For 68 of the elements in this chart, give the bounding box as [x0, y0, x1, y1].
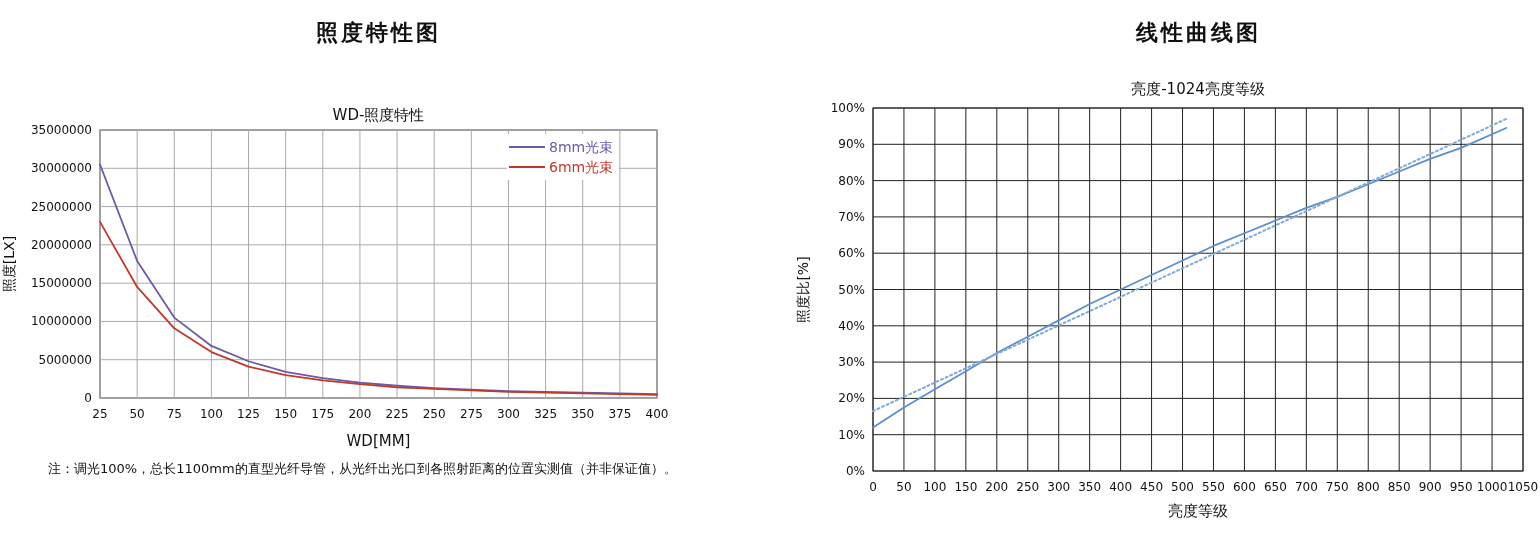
x-tick-label: 150	[274, 407, 298, 421]
y-tick-label: 25000000	[30, 199, 92, 214]
y-tick-label: 20000000	[30, 237, 92, 252]
x-tick-label: 200	[348, 407, 372, 421]
y-tick-label: 35000000	[30, 123, 92, 137]
x-tick-label: 300	[497, 407, 520, 421]
chart-subtitle: 亮度-1024亮度等级	[1131, 80, 1265, 98]
y-tick-label: 0%	[845, 464, 865, 478]
y-axis-title: 照度比[%]	[795, 256, 811, 323]
y-tick-label: 40%	[838, 318, 865, 333]
x-tick-label: 250	[1016, 480, 1040, 494]
x-tick-label: 225	[385, 407, 409, 421]
x-tick-label: 950	[1449, 480, 1473, 494]
y-tick-label: 70%	[838, 209, 865, 224]
x-tick-label: 550	[1202, 480, 1225, 494]
y-tick-label: 15000000	[30, 276, 92, 291]
text: 注：调光100%，总长1100mm的直型光纤导管，从光纤出光口到各照射距离的位置实测值（并非保证值）。	[48, 460, 678, 478]
x-tick-label: 200	[985, 480, 1009, 494]
y-tick-label: 10%	[838, 427, 865, 442]
x-tick-label: 700	[1294, 480, 1318, 494]
x-tick-label: 175	[311, 407, 335, 421]
x-tick-label: 325	[534, 407, 558, 421]
legend-label: 6mm光束	[549, 159, 614, 175]
x-tick-label: 375	[608, 407, 632, 421]
y-tick-label: 30%	[838, 355, 865, 370]
y-tick-label: 20%	[838, 391, 865, 406]
x-tick-label: 1000	[1476, 480, 1508, 494]
x-tick-label: 800	[1356, 480, 1380, 494]
y-tick-label: 5000000	[38, 352, 92, 367]
y-axis-title: 照度[LX]	[1, 235, 17, 293]
x-tick-label: 650	[1263, 480, 1287, 494]
x-tick-label: 0	[869, 480, 877, 494]
legend-label: 8mm光束	[549, 139, 614, 155]
x-axis-title: WD[MM]	[346, 432, 411, 450]
x-tick-label: 600	[1232, 480, 1256, 494]
x-tick-label: 500	[1171, 480, 1194, 494]
x-tick-label: 400	[645, 407, 669, 421]
x-tick-label: 150	[954, 480, 978, 494]
chart-subtitle: WD-照度特性	[332, 106, 425, 124]
y-tick-label: 90%	[838, 137, 865, 152]
x-tick-label: 350	[571, 407, 595, 421]
x-tick-label: 75	[166, 407, 182, 421]
x-tick-label: 1050	[1507, 480, 1539, 494]
x-tick-label: 125	[237, 407, 260, 421]
x-tick-label: 100	[923, 480, 947, 494]
y-tick-label: 50%	[838, 282, 865, 297]
x-tick-label: 750	[1325, 480, 1349, 494]
y-tick-label: 80%	[838, 173, 865, 188]
x-tick-label: 450	[1140, 480, 1164, 494]
chart-title: 照度特性图	[316, 20, 441, 45]
x-tick-label: 50	[896, 480, 912, 494]
x-tick-label: 25	[92, 407, 108, 421]
x-tick-label: 850	[1387, 480, 1411, 494]
y-tick-label: 100%	[830, 101, 865, 115]
x-tick-label: 50	[129, 407, 145, 421]
x-tick-label: 400	[1109, 480, 1133, 494]
y-tick-label: 10000000	[30, 314, 92, 329]
chart-title: 线性曲线图	[1134, 20, 1261, 45]
x-tick-label: 350	[1078, 480, 1102, 494]
x-axis-title: 亮度等级	[1168, 502, 1228, 520]
x-tick-label: 250	[422, 407, 446, 421]
x-tick-label: 300	[1047, 480, 1071, 494]
x-tick-label: 900	[1418, 480, 1442, 494]
y-tick-label: 60%	[838, 246, 865, 261]
y-tick-label: 0	[84, 391, 92, 405]
x-tick-label: 275	[459, 407, 483, 421]
y-tick-label: 30000000	[30, 161, 92, 176]
x-tick-label: 100	[199, 407, 223, 421]
